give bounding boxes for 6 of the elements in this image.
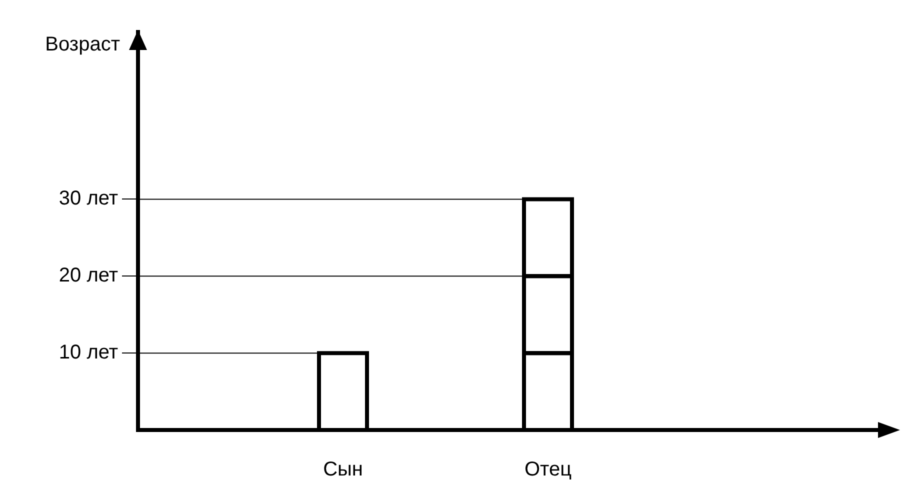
y-tick-label: 30 лет — [58, 188, 118, 210]
y-tick-label: 10 лет — [58, 342, 118, 364]
y-tick-label: 20 лет — [58, 264, 118, 287]
x-tick-label: Отец — [524, 458, 572, 481]
x-tick-label: Сын — [323, 458, 363, 481]
y-axis-title: Возраст — [45, 34, 120, 56]
